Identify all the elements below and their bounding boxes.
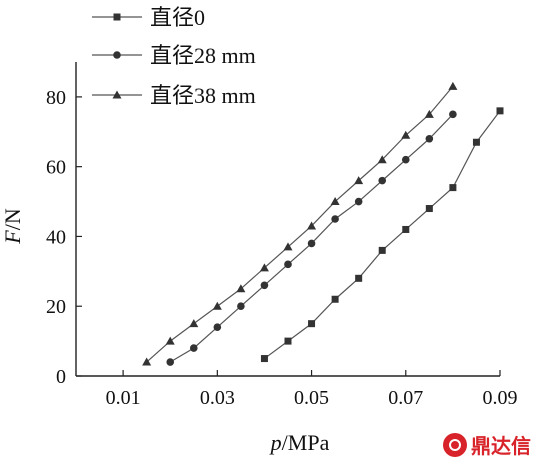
data-point <box>260 281 269 290</box>
series-square <box>260 107 504 363</box>
y-axis-title-unit: /N <box>0 208 25 230</box>
axes <box>75 62 500 377</box>
data-point <box>236 284 246 293</box>
legend-item: 直径38 mm <box>92 83 256 108</box>
data-point <box>259 263 269 272</box>
series-line <box>264 110 501 360</box>
data-point <box>378 176 387 185</box>
y-axis-title-symbol: F <box>0 230 25 245</box>
data-point <box>424 109 434 118</box>
data-point <box>330 197 340 206</box>
data-point <box>331 215 339 223</box>
ticks: 0 20 40 60 80 0.01 0.03 0.05 0.07 0.09 <box>46 87 518 409</box>
x-tick-label: 0.07 <box>388 387 423 409</box>
data-point <box>425 205 433 213</box>
data-point <box>331 295 339 303</box>
data-point <box>213 323 222 331</box>
data-point <box>308 320 316 328</box>
data-point <box>448 81 458 90</box>
series-triangle <box>142 81 458 366</box>
data-point <box>378 246 386 254</box>
x-axis-title-symbol: p <box>269 430 282 455</box>
data-point <box>237 302 245 311</box>
data-point <box>284 260 292 269</box>
data-point <box>401 130 411 139</box>
data-point <box>189 344 198 352</box>
x-axis-title: p/MPa <box>269 430 330 455</box>
data-point <box>283 242 293 251</box>
data-point <box>166 358 175 366</box>
data-point <box>165 336 175 345</box>
data-point <box>354 197 363 206</box>
data-point <box>212 301 222 310</box>
data-point <box>425 134 434 143</box>
legend-label: 直径0 <box>150 5 205 30</box>
x-axis-title-unit: /MPa <box>282 430 330 455</box>
series-circle <box>166 110 457 366</box>
data-point <box>260 355 268 363</box>
x-tick-label: 0.09 <box>483 387 518 409</box>
data-point <box>449 110 457 119</box>
x-tick-label: 0.05 <box>294 387 329 409</box>
data-point <box>496 107 504 115</box>
legend-marker <box>113 13 121 21</box>
legend-item: 直径28 mm <box>92 43 256 68</box>
series-line <box>146 86 454 363</box>
legend-label: 直径38 mm <box>150 83 256 108</box>
data-point <box>355 274 363 282</box>
y-tick-label: 20 <box>46 296 66 318</box>
data-point <box>449 184 457 192</box>
data-point <box>307 221 317 230</box>
legend-item: 直径0 <box>92 5 205 30</box>
watermark: 鼎达信 <box>443 430 531 459</box>
y-tick-label: 60 <box>46 157 66 179</box>
y-tick-label: 40 <box>46 226 66 248</box>
legend-label: 直径28 mm <box>150 43 256 68</box>
y-tick-label: 80 <box>46 87 66 109</box>
data-point <box>402 225 410 233</box>
data-point <box>284 337 292 345</box>
series-layer <box>142 81 504 366</box>
data-point <box>401 155 410 164</box>
data-point <box>354 176 364 185</box>
logo-icon <box>443 432 467 457</box>
y-axis-title: F/N <box>0 208 25 245</box>
data-point <box>189 319 199 328</box>
watermark-text: 鼎达信 <box>471 434 531 458</box>
y-tick-label: 0 <box>56 366 66 388</box>
data-point <box>307 239 316 248</box>
legend-marker <box>112 90 122 99</box>
data-point <box>377 155 387 164</box>
legend-marker <box>113 51 121 59</box>
x-tick-label: 0.01 <box>106 387 141 409</box>
legend: 直径0 直径28 mm 直径38 mm <box>92 5 256 108</box>
data-point <box>142 357 152 366</box>
data-point <box>472 138 480 146</box>
x-tick-label: 0.03 <box>200 387 235 409</box>
